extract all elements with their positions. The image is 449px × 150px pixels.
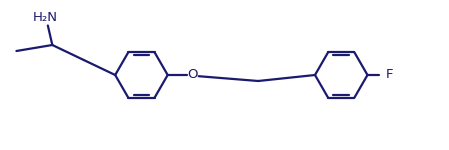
Text: F: F bbox=[385, 69, 393, 81]
Text: O: O bbox=[187, 69, 198, 81]
Text: H₂N: H₂N bbox=[33, 11, 58, 24]
